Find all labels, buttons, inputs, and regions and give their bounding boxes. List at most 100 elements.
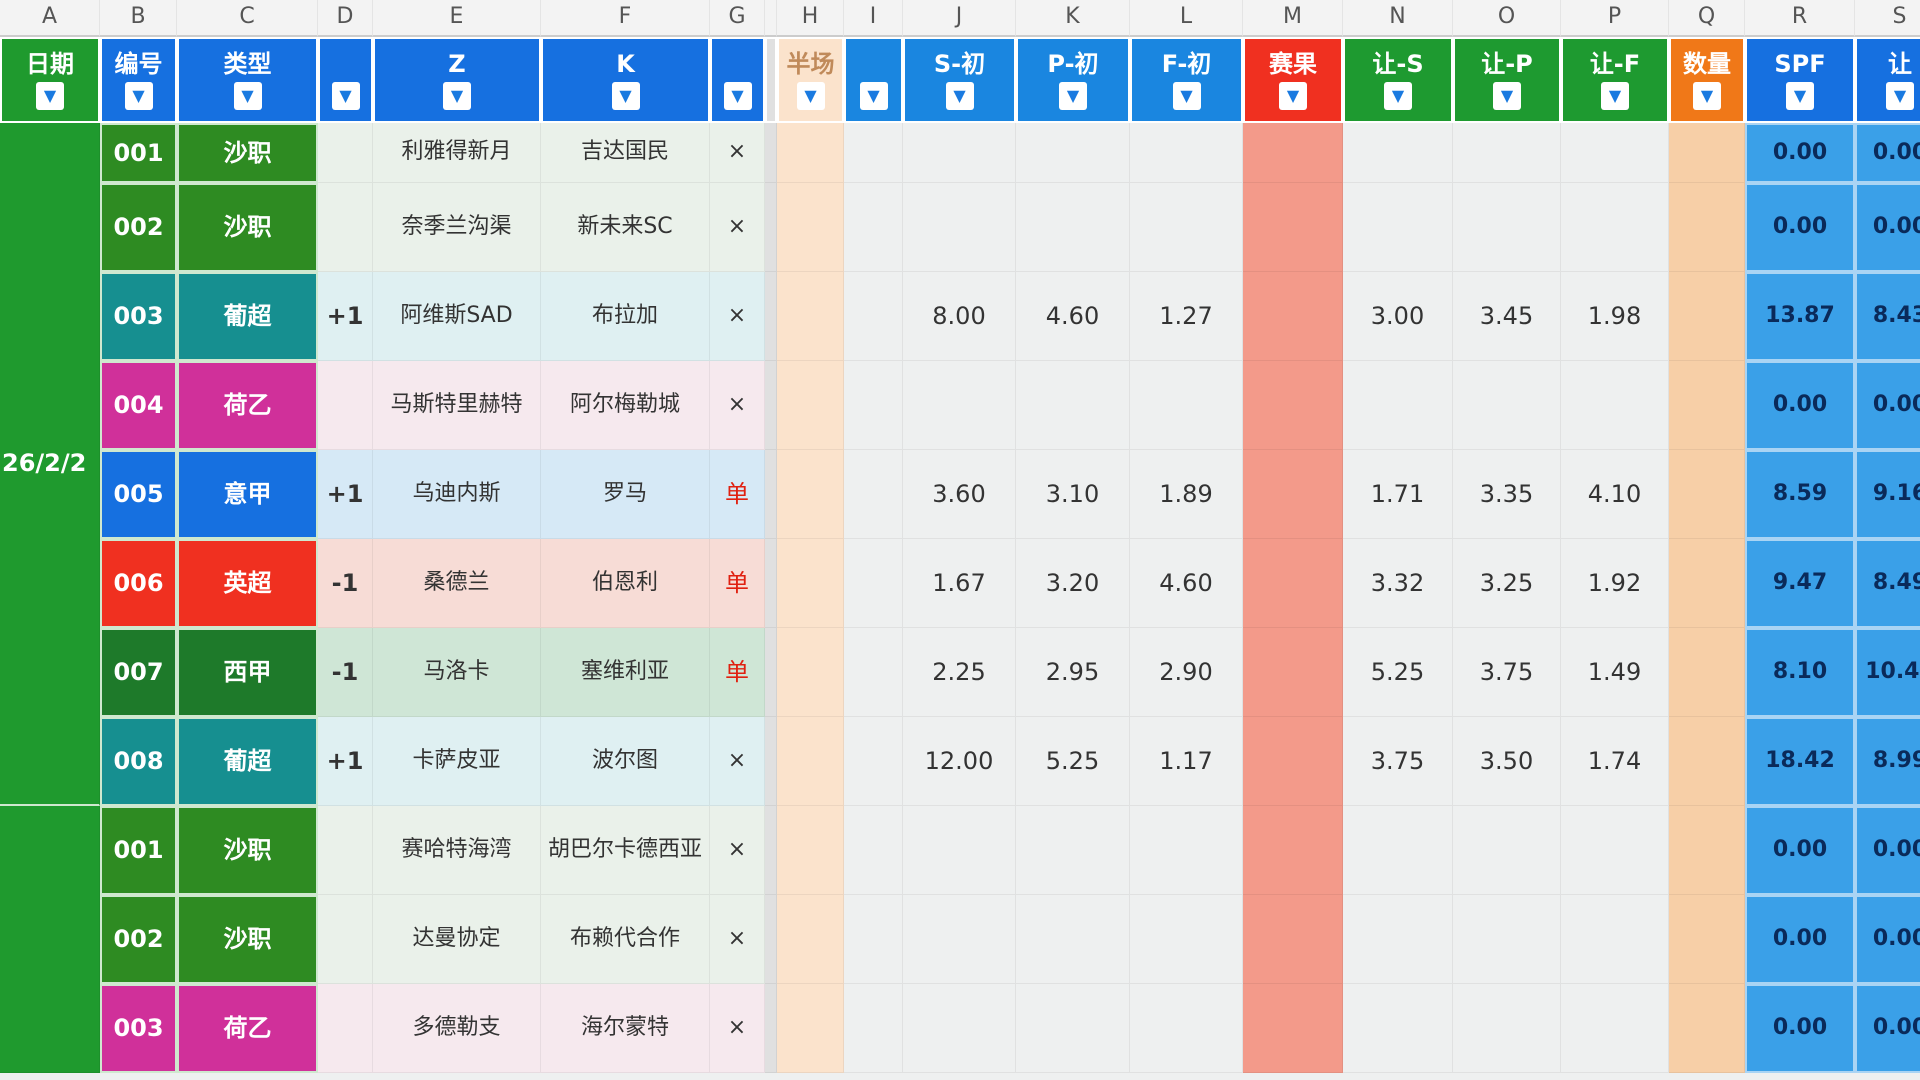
spf-value[interactable]: 18.42 xyxy=(1745,717,1855,806)
odds-initial-p[interactable] xyxy=(1016,123,1130,183)
league-type[interactable]: 荷乙 xyxy=(177,984,318,1073)
away-team[interactable]: 布拉加 xyxy=(541,272,710,361)
handicap-odds-rf[interactable]: 1.74 xyxy=(1561,717,1669,806)
filter-icon[interactable]: ▼ xyxy=(1493,82,1521,110)
handicap[interactable] xyxy=(318,123,373,183)
quantity[interactable] xyxy=(1669,628,1745,717)
handicap[interactable] xyxy=(318,895,373,984)
handicap-spf-value[interactable]: 8.49 xyxy=(1855,539,1920,628)
handicap-odds-rf[interactable] xyxy=(1561,806,1669,895)
spf-value[interactable]: 0.00 xyxy=(1745,895,1855,984)
match-result[interactable] xyxy=(1243,450,1343,539)
blank-cell[interactable] xyxy=(844,123,903,183)
quantity[interactable] xyxy=(1669,895,1745,984)
spf-value[interactable]: 13.87 xyxy=(1745,272,1855,361)
filter-icon[interactable]: ▼ xyxy=(945,82,974,110)
pick-mark[interactable]: × xyxy=(710,717,765,806)
half-time[interactable] xyxy=(777,717,844,806)
half-time[interactable] xyxy=(777,628,844,717)
blank-cell[interactable] xyxy=(844,895,903,984)
match-result[interactable] xyxy=(1243,806,1343,895)
quantity[interactable] xyxy=(1669,361,1745,450)
column-letter-B[interactable]: B xyxy=(100,0,177,37)
row-id[interactable]: 005 xyxy=(100,450,177,539)
handicap[interactable] xyxy=(318,806,373,895)
odds-initial-f[interactable] xyxy=(1130,895,1243,984)
spf-value[interactable]: 8.59 xyxy=(1745,450,1855,539)
handicap-odds-rs[interactable] xyxy=(1343,123,1453,183)
filter-icon[interactable]: ▼ xyxy=(1384,82,1412,110)
match-result[interactable] xyxy=(1243,717,1343,806)
column-letter-Q[interactable]: Q xyxy=(1669,0,1745,37)
spf-value[interactable]: 0.00 xyxy=(1745,984,1855,1073)
filter-icon[interactable]: ▼ xyxy=(1279,82,1307,110)
spf-value[interactable]: 0.00 xyxy=(1745,123,1855,183)
column-letter-P[interactable]: P xyxy=(1561,0,1669,37)
away-team[interactable]: 罗马 xyxy=(541,450,710,539)
home-team[interactable]: 多德勒支 xyxy=(373,984,541,1073)
home-team[interactable]: 卡萨皮亚 xyxy=(373,717,541,806)
odds-initial-f[interactable] xyxy=(1130,123,1243,183)
handicap-spf-value[interactable]: 0.00 xyxy=(1855,806,1920,895)
odds-initial-p[interactable] xyxy=(1016,984,1130,1073)
odds-initial-f[interactable] xyxy=(1130,183,1243,272)
handicap-spf-value[interactable]: 10.49 xyxy=(1855,628,1920,717)
quantity[interactable] xyxy=(1669,123,1745,183)
blank-cell[interactable] xyxy=(844,183,903,272)
row-id[interactable]: 008 xyxy=(100,717,177,806)
handicap-odds-rf[interactable] xyxy=(1561,361,1669,450)
odds-initial-f[interactable]: 1.89 xyxy=(1130,450,1243,539)
column-letter-D[interactable]: D xyxy=(318,0,373,37)
half-time[interactable] xyxy=(777,806,844,895)
league-type[interactable]: 沙职 xyxy=(177,123,318,183)
pick-mark[interactable]: 单 xyxy=(710,450,765,539)
odds-initial-p[interactable]: 5.25 xyxy=(1016,717,1130,806)
row-id[interactable]: 006 xyxy=(100,539,177,628)
handicap[interactable]: +1 xyxy=(318,717,373,806)
home-team[interactable]: 阿维斯SAD xyxy=(373,272,541,361)
column-letter-C[interactable]: C xyxy=(177,0,318,37)
away-team[interactable]: 波尔图 xyxy=(541,717,710,806)
half-time[interactable] xyxy=(777,984,844,1073)
odds-initial-f[interactable]: 2.90 xyxy=(1130,628,1243,717)
league-type[interactable]: 西甲 xyxy=(177,628,318,717)
row-id[interactable]: 003 xyxy=(100,984,177,1073)
quantity[interactable] xyxy=(1669,539,1745,628)
filter-icon[interactable]: ▼ xyxy=(1693,82,1721,110)
home-team[interactable]: 马洛卡 xyxy=(373,628,541,717)
odds-initial-f[interactable]: 1.27 xyxy=(1130,272,1243,361)
column-letter-J[interactable]: J xyxy=(903,0,1016,37)
pick-mark[interactable]: × xyxy=(710,123,765,183)
away-team[interactable]: 阿尔梅勒城 xyxy=(541,361,710,450)
away-team[interactable]: 塞维利亚 xyxy=(541,628,710,717)
odds-initial-p[interactable] xyxy=(1016,895,1130,984)
row-id[interactable]: 003 xyxy=(100,272,177,361)
filter-icon[interactable]: ▼ xyxy=(233,82,262,110)
handicap-spf-value[interactable]: 0.00 xyxy=(1855,895,1920,984)
handicap-odds-rp[interactable]: 3.50 xyxy=(1453,717,1561,806)
home-team[interactable]: 乌迪内斯 xyxy=(373,450,541,539)
handicap[interactable]: +1 xyxy=(318,450,373,539)
league-type[interactable]: 葡超 xyxy=(177,717,318,806)
row-id[interactable]: 002 xyxy=(100,895,177,984)
filter-icon[interactable]: ▼ xyxy=(1886,82,1914,110)
match-result[interactable] xyxy=(1243,183,1343,272)
handicap-odds-rf[interactable] xyxy=(1561,123,1669,183)
spf-value[interactable]: 9.47 xyxy=(1745,539,1855,628)
handicap-spf-value[interactable]: 0.00 xyxy=(1855,984,1920,1073)
match-result[interactable] xyxy=(1243,539,1343,628)
handicap-spf-value[interactable]: 9.16 xyxy=(1855,450,1920,539)
handicap[interactable]: -1 xyxy=(318,539,373,628)
handicap-odds-rp[interactable] xyxy=(1453,361,1561,450)
away-team[interactable]: 吉达国民 xyxy=(541,123,710,183)
league-type[interactable]: 沙职 xyxy=(177,806,318,895)
half-time[interactable] xyxy=(777,539,844,628)
handicap-odds-rf[interactable]: 1.98 xyxy=(1561,272,1669,361)
match-result[interactable] xyxy=(1243,123,1343,183)
handicap-odds-rs[interactable] xyxy=(1343,183,1453,272)
handicap-odds-rf[interactable] xyxy=(1561,984,1669,1073)
match-result[interactable] xyxy=(1243,984,1343,1073)
handicap-odds-rs[interactable]: 5.25 xyxy=(1343,628,1453,717)
odds-initial-p[interactable] xyxy=(1016,361,1130,450)
handicap-spf-value[interactable]: 8.43 xyxy=(1855,272,1920,361)
